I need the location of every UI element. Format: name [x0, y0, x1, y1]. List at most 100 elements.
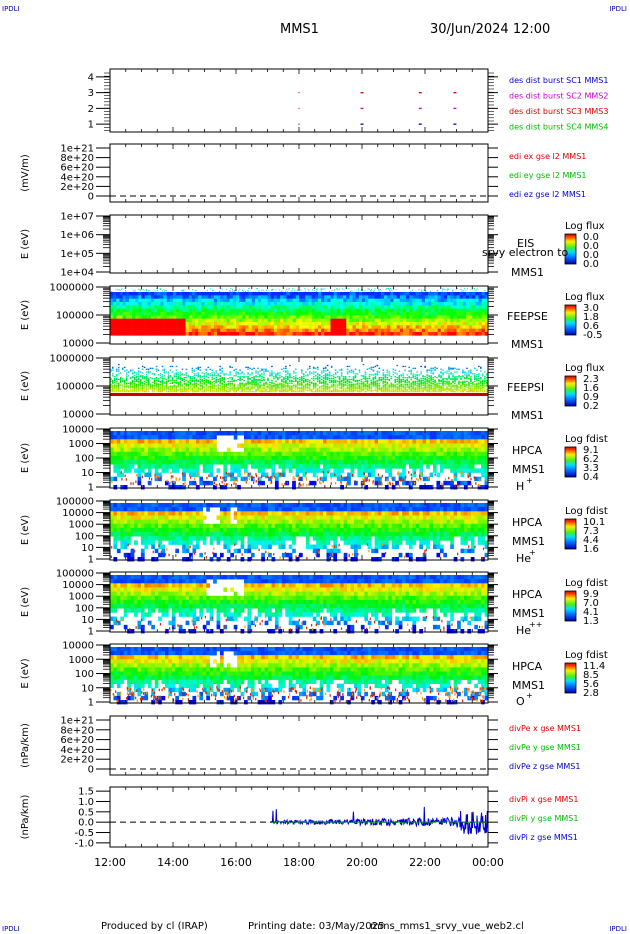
- y-tick-label-divpi: 1.0: [78, 797, 94, 808]
- panel-frame-hpca-h: [109, 427, 489, 489]
- panel-frame-edi: [109, 143, 489, 203]
- colorbar-tick-feepse: 1.8: [583, 312, 599, 323]
- y-tick-label-divpi: -1.0: [74, 838, 94, 849]
- x-tick-label: 22:00: [409, 856, 441, 869]
- legend-divpe-0: divPe x gse MMS1: [509, 724, 581, 733]
- panel-frame-feepse: [109, 285, 489, 345]
- label-eis: EIS: [517, 237, 534, 250]
- y-tick-label-divpi: -0.5: [74, 828, 94, 839]
- colorbar-tick-eis: 0.0: [583, 250, 599, 261]
- y-tick-label-feepsi: 100000: [56, 382, 94, 393]
- burst-marker: [298, 107, 300, 110]
- label-feepse-sc: MMS1: [511, 338, 544, 351]
- legend-edi-0: edi ex gse l2 MMS1: [509, 152, 586, 161]
- x-tick-label: 16:00: [220, 856, 252, 869]
- burst-marker: [418, 107, 422, 110]
- colorbar-tick-hpca-he2: 4.1: [583, 607, 599, 618]
- y-tick-label-feepsi: 1000000: [49, 354, 94, 365]
- label-hpca-he: HPCA: [512, 516, 543, 529]
- colorbar-tick-feepsi: 1.6: [583, 383, 599, 394]
- colorbar-tick-feepsi: 0.2: [583, 401, 599, 412]
- label-hpca-he-sc: MMS1: [512, 535, 545, 548]
- y-tick-label-hpca-h: 1000: [69, 439, 94, 450]
- hpca-he2-spectrogram: [110, 575, 489, 634]
- colorbar-tick-hpca-o: 5.6: [583, 679, 599, 690]
- y-tick-label-hpca-he2: 1000: [69, 592, 94, 603]
- label-hpca-he2-species: He: [516, 624, 531, 637]
- label-hpca-he2-sc: MMS1: [512, 607, 545, 620]
- burst-marker: [453, 107, 457, 110]
- page-title: MMS1: [280, 22, 319, 37]
- y-tick-label-divpe: 1e+21: [60, 716, 94, 727]
- y-tick-label-hpca-o: 1000: [69, 655, 94, 666]
- y-tick-label-hpca-he: 100000: [56, 497, 94, 508]
- label-hpca-o-sc: MMS1: [512, 679, 545, 692]
- y-axis-label-hpca-o: E (eV): [20, 658, 31, 688]
- panel-frame-feepsi: [109, 356, 489, 416]
- burst-marker: [360, 107, 364, 110]
- colorbar-title-eis: Log flux: [565, 221, 605, 232]
- colorbar-tick-hpca-o: 8.5: [583, 670, 599, 681]
- y-tick-label-feepsi: 10000: [62, 410, 94, 421]
- y-tick-label-edi: 2e+20: [60, 182, 94, 193]
- y-tick-label-hpca-h: 10000: [62, 425, 94, 436]
- colorbar-tick-hpca-he2: 1.3: [583, 616, 599, 627]
- y-axis-label-edi: (mV/m): [20, 154, 31, 192]
- y-tick-label-edi: 1e+21: [60, 144, 94, 155]
- panel-frame-divpi: [109, 786, 489, 848]
- y-tick-label-hpca-o: 10: [81, 683, 94, 694]
- page-datetime: 30/Jun/2024 12:00: [430, 22, 551, 37]
- legend-divpi-2: divPi z gse MMS1: [509, 833, 578, 842]
- divpi-y-trace: [270, 821, 487, 824]
- x-tick-label: 20:00: [346, 856, 378, 869]
- colorbar-tick-eis: 0.0: [583, 241, 599, 252]
- y-axis-label-feepse: E (eV): [20, 300, 31, 330]
- colorbar-tick-feepse: -0.5: [583, 330, 603, 341]
- logo-bottom-right: IPDLI: [609, 925, 627, 933]
- y-tick-label-burst: 3: [88, 88, 94, 99]
- y-tick-label-hpca-he: 1: [88, 555, 94, 566]
- colorbar-tick-eis: 0.0: [583, 232, 599, 243]
- colorbar-eis: [564, 233, 577, 265]
- y-tick-label-divpi: 1.5: [78, 787, 94, 798]
- label-hpca-he-charge: +: [529, 548, 536, 557]
- y-axis-label-eis: E (eV): [20, 229, 31, 259]
- legend-burst-2: des dist burst SC3 MMS3: [509, 107, 608, 116]
- colorbar-title-hpca-h: Log fdist: [565, 434, 608, 445]
- burst-marker: [453, 92, 457, 94]
- label-hpca-o: HPCA: [512, 660, 543, 673]
- colorbar-tick-hpca-h: 6.2: [583, 454, 599, 465]
- y-tick-label-hpca-he2: 10: [81, 615, 94, 626]
- panel-frame-hpca-he2: [109, 571, 489, 633]
- colorbar-hpca-he2: [564, 590, 577, 622]
- colorbar-tick-hpca-he: 10.1: [583, 517, 605, 528]
- y-tick-label-edi: 0: [88, 192, 94, 203]
- label-feepsi: FEEPSI: [507, 381, 544, 394]
- legend-divpe-1: divPe y gse MMS1: [509, 743, 581, 752]
- burst-marker: [360, 123, 364, 125]
- burst-marker: [298, 92, 300, 94]
- label-hpca-h-charge: +: [526, 476, 533, 485]
- x-tick-label: 00:00: [472, 856, 504, 869]
- colorbar-title-hpca-he2: Log fdist: [565, 578, 608, 589]
- y-tick-label-divpe: 0: [88, 765, 94, 776]
- y-tick-label-divpe: 6e+20: [60, 735, 94, 746]
- y-tick-label-divpi: 0.5: [78, 807, 94, 818]
- feepsi-spectrogram: [110, 363, 488, 396]
- colorbar-tick-feepse: 0.6: [583, 321, 599, 332]
- y-tick-label-burst: 2: [88, 104, 94, 115]
- colorbar-tick-hpca-h: 3.3: [583, 463, 599, 474]
- colorbar-feepsi: [564, 375, 577, 407]
- colorbar-title-hpca-he: Log fdist: [565, 506, 608, 517]
- burst-marker: [298, 123, 300, 125]
- legend-burst-1: des dist burst SC2 MMS2: [509, 92, 608, 101]
- y-tick-label-hpca-he2: 10000: [62, 580, 94, 591]
- colorbar-hpca-o: [564, 662, 577, 694]
- logo-bottom-left: IPDLI: [2, 925, 20, 933]
- y-tick-label-hpca-h: 1: [88, 483, 94, 494]
- colorbar-tick-hpca-o: 2.8: [583, 688, 599, 699]
- legend-edi-2: edi ez gse l2 MMS1: [509, 190, 586, 199]
- label-hpca-he2-charge: ++: [529, 620, 542, 629]
- hpca-o-spectrogram: [110, 647, 489, 705]
- colorbar-hpca-h: [564, 446, 577, 478]
